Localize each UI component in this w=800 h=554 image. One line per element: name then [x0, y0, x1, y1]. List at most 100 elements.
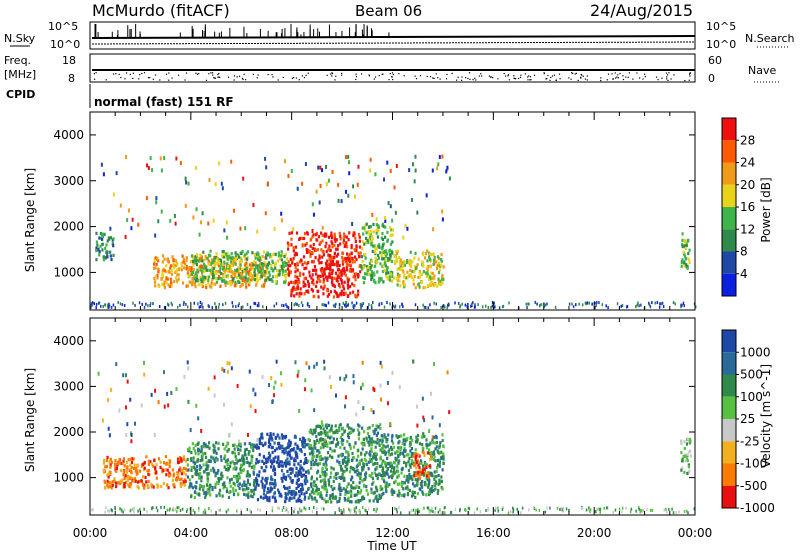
- data-cell: [688, 469, 691, 473]
- data-cell: [317, 295, 320, 299]
- data-cell: [124, 234, 127, 239]
- data-cell: [167, 486, 170, 490]
- data-cell: [215, 494, 218, 498]
- data-cell: [172, 472, 175, 476]
- data-cell: [288, 467, 291, 471]
- data-cell: [379, 423, 382, 427]
- data-cell: [162, 283, 166, 287]
- data-cell: [296, 261, 299, 266]
- data-cell: [283, 447, 286, 451]
- data-cell: [441, 438, 444, 443]
- data-cell: [375, 508, 377, 512]
- nave-dot: [518, 77, 520, 80]
- data-cell: [300, 491, 303, 496]
- data-cell: [687, 465, 691, 469]
- data-cell: [230, 159, 233, 164]
- data-cell: [273, 226, 276, 231]
- data-cell: [367, 265, 370, 269]
- data-cell: [361, 226, 364, 230]
- data-cell: [197, 452, 200, 456]
- data-cell: [169, 459, 172, 463]
- data-cell: [157, 219, 160, 224]
- data-cell: [284, 269, 287, 273]
- data-cell: [427, 274, 431, 278]
- data-cell: [316, 449, 319, 453]
- data-cell: [429, 303, 431, 307]
- data-cell: [154, 266, 157, 270]
- data-cell: [329, 259, 332, 264]
- data-cell: [396, 267, 399, 272]
- data-cell: [357, 289, 360, 293]
- data-cell: [391, 452, 394, 456]
- data-cell: [212, 456, 215, 460]
- data-cell: [233, 461, 236, 466]
- data-cell: [109, 226, 112, 231]
- power-colorbar-label: Power [dB]: [759, 177, 773, 242]
- data-cell: [152, 506, 154, 510]
- data-cell: [218, 258, 221, 262]
- data-cell: [233, 483, 237, 487]
- data-cell: [119, 507, 121, 511]
- data-cell: [113, 477, 116, 481]
- data-cell: [343, 303, 346, 307]
- data-cell: [226, 269, 229, 273]
- data-cell: [323, 477, 326, 482]
- data-cell: [390, 490, 393, 494]
- data-cell: [398, 459, 401, 463]
- data-cell: [318, 492, 321, 496]
- data-cell: [402, 270, 405, 275]
- data-cell: [405, 464, 408, 468]
- data-cell: [237, 439, 240, 444]
- data-cell: [237, 273, 240, 277]
- data-cell: [362, 462, 365, 466]
- data-cell: [656, 301, 659, 305]
- nsky-spikes: [94, 23, 390, 38]
- data-cell: [187, 274, 190, 278]
- data-cell: [212, 218, 215, 223]
- data-cell: [165, 277, 168, 281]
- data-cell: [298, 291, 301, 296]
- data-cell: [342, 260, 345, 264]
- data-cell: [329, 290, 333, 294]
- data-cell: [228, 432, 231, 437]
- data-cell: [448, 410, 451, 415]
- data-cell: [339, 423, 342, 427]
- data-cell: [312, 450, 315, 454]
- data-cell: [364, 475, 367, 479]
- data-cell: [163, 280, 166, 284]
- data-cell: [328, 273, 331, 277]
- data-cell: [334, 291, 338, 295]
- data-cell: [428, 429, 431, 434]
- nave-dot: [138, 78, 140, 80]
- data-cell: [176, 506, 179, 510]
- data-cell: [434, 506, 437, 510]
- data-cell: [685, 242, 688, 246]
- data-cell: [297, 510, 299, 514]
- data-cell: [239, 284, 242, 289]
- data-cell: [407, 487, 410, 491]
- data-cell: [168, 270, 171, 274]
- data-cell: [325, 426, 329, 430]
- data-cell: [153, 280, 157, 284]
- data-cell: [381, 223, 384, 227]
- data-cell: [220, 271, 223, 276]
- nave-dot: [612, 78, 614, 80]
- data-cell: [212, 466, 215, 471]
- data-cell: [260, 433, 263, 437]
- nave-dot: [93, 78, 96, 80]
- data-cell: [257, 269, 260, 273]
- data-cell: [406, 226, 409, 231]
- data-cell: [384, 445, 387, 449]
- data-cell: [479, 510, 482, 514]
- data-cell: [585, 508, 588, 512]
- data-cell: [370, 229, 373, 233]
- nave-dot: [219, 76, 221, 79]
- data-cell: [442, 452, 445, 456]
- data-cell: [280, 464, 283, 468]
- data-cell: [221, 494, 224, 498]
- data-cell: [416, 471, 420, 475]
- data-cell: [312, 242, 315, 247]
- data-cell: [359, 511, 361, 515]
- data-cell: [330, 384, 333, 389]
- data-cell: [275, 275, 279, 279]
